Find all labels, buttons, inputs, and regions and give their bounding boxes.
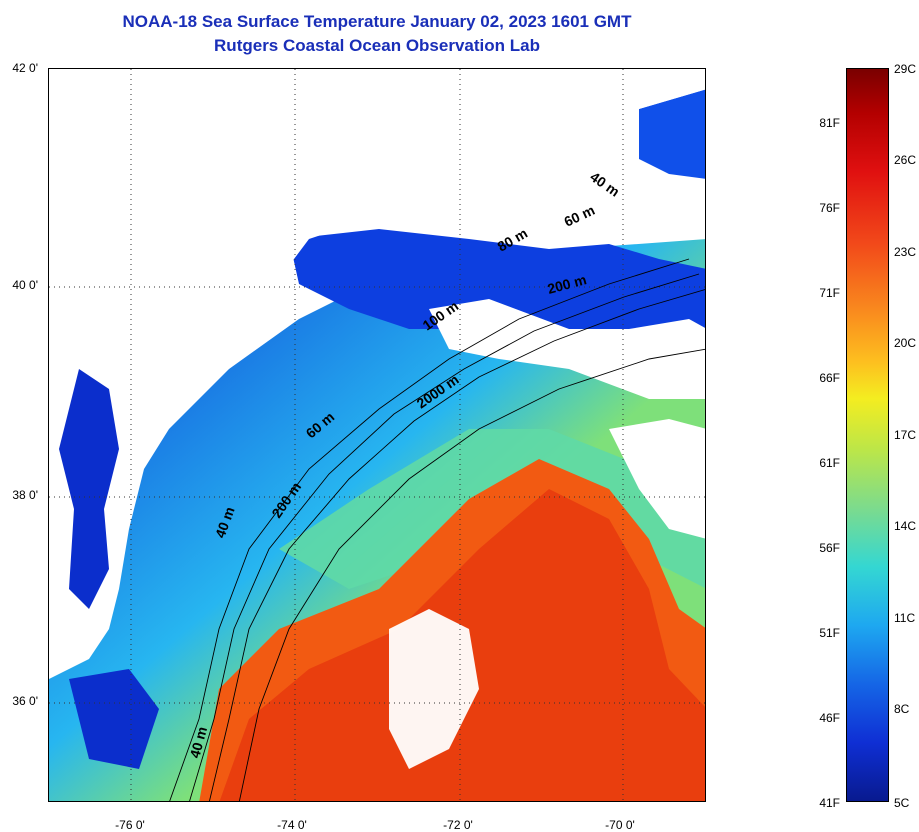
sst-map-canvas: 40 m 40 m 200 m 60 m 2000 m 100 m 80 m 2…	[49, 69, 705, 801]
map-subtitle: Rutgers Coastal Ocean Observation Lab	[214, 36, 540, 55]
lat-label-40: 40 0'	[12, 278, 38, 292]
lat-label-36: 36 0'	[12, 694, 38, 708]
colorbar-c-label: 11C	[894, 611, 916, 625]
colorbar-c-label: 5C	[894, 796, 910, 810]
colorbar-f-label: 81F	[819, 116, 840, 130]
lon-label-70: -70 0'	[605, 818, 635, 832]
lon-label-76: -76 0'	[115, 818, 145, 832]
contour-label: 60 m	[562, 202, 598, 230]
lat-label-38: 38 0'	[12, 488, 38, 502]
colorbar-c-label: 17C	[894, 428, 917, 442]
colorbar-f-label: 41F	[819, 796, 840, 810]
colorbar-f-label: 61F	[819, 456, 840, 470]
lon-label-74: -74 0'	[277, 818, 307, 832]
landmass	[49, 69, 705, 679]
colorbar-f-label: 51F	[819, 626, 840, 640]
colorbar-c-label: 26C	[894, 153, 917, 167]
contour-label: 40 m	[587, 168, 622, 199]
colorbar-c-label: 8C	[894, 702, 910, 716]
cloud-patch-east	[609, 419, 705, 539]
bathymetry-contours	[169, 258, 705, 801]
pamlico-sound	[69, 669, 159, 769]
colorbar-c-label: 20C	[894, 336, 917, 350]
colorbar-f-label: 46F	[819, 711, 840, 725]
colorbar-f-label: 71F	[819, 286, 840, 300]
colorbar-f-label: 66F	[819, 371, 840, 385]
colorbar-f-label: 56F	[819, 541, 840, 555]
contour-label: 40 m	[186, 725, 210, 760]
sst-map[interactable]: 40 m 40 m 200 m 60 m 2000 m 100 m 80 m 2…	[48, 68, 706, 802]
colorbar-c-label: 23C	[894, 245, 917, 259]
colorbar-c-label: 29C	[894, 62, 917, 76]
temperature-colorbar	[846, 68, 889, 802]
chesapeake-bay	[59, 369, 119, 609]
lat-label-42: 42 0'	[12, 61, 38, 75]
colorbar-c-label: 14C	[894, 519, 917, 533]
cloud-patch-north	[429, 299, 705, 399]
lon-label-72: -72 0'	[443, 818, 473, 832]
cloud-patch-south	[389, 609, 479, 769]
colorbar-f-label: 76F	[819, 201, 840, 215]
gulf-of-maine-water	[639, 89, 705, 179]
map-title: NOAA-18 Sea Surface Temperature January …	[122, 12, 632, 31]
